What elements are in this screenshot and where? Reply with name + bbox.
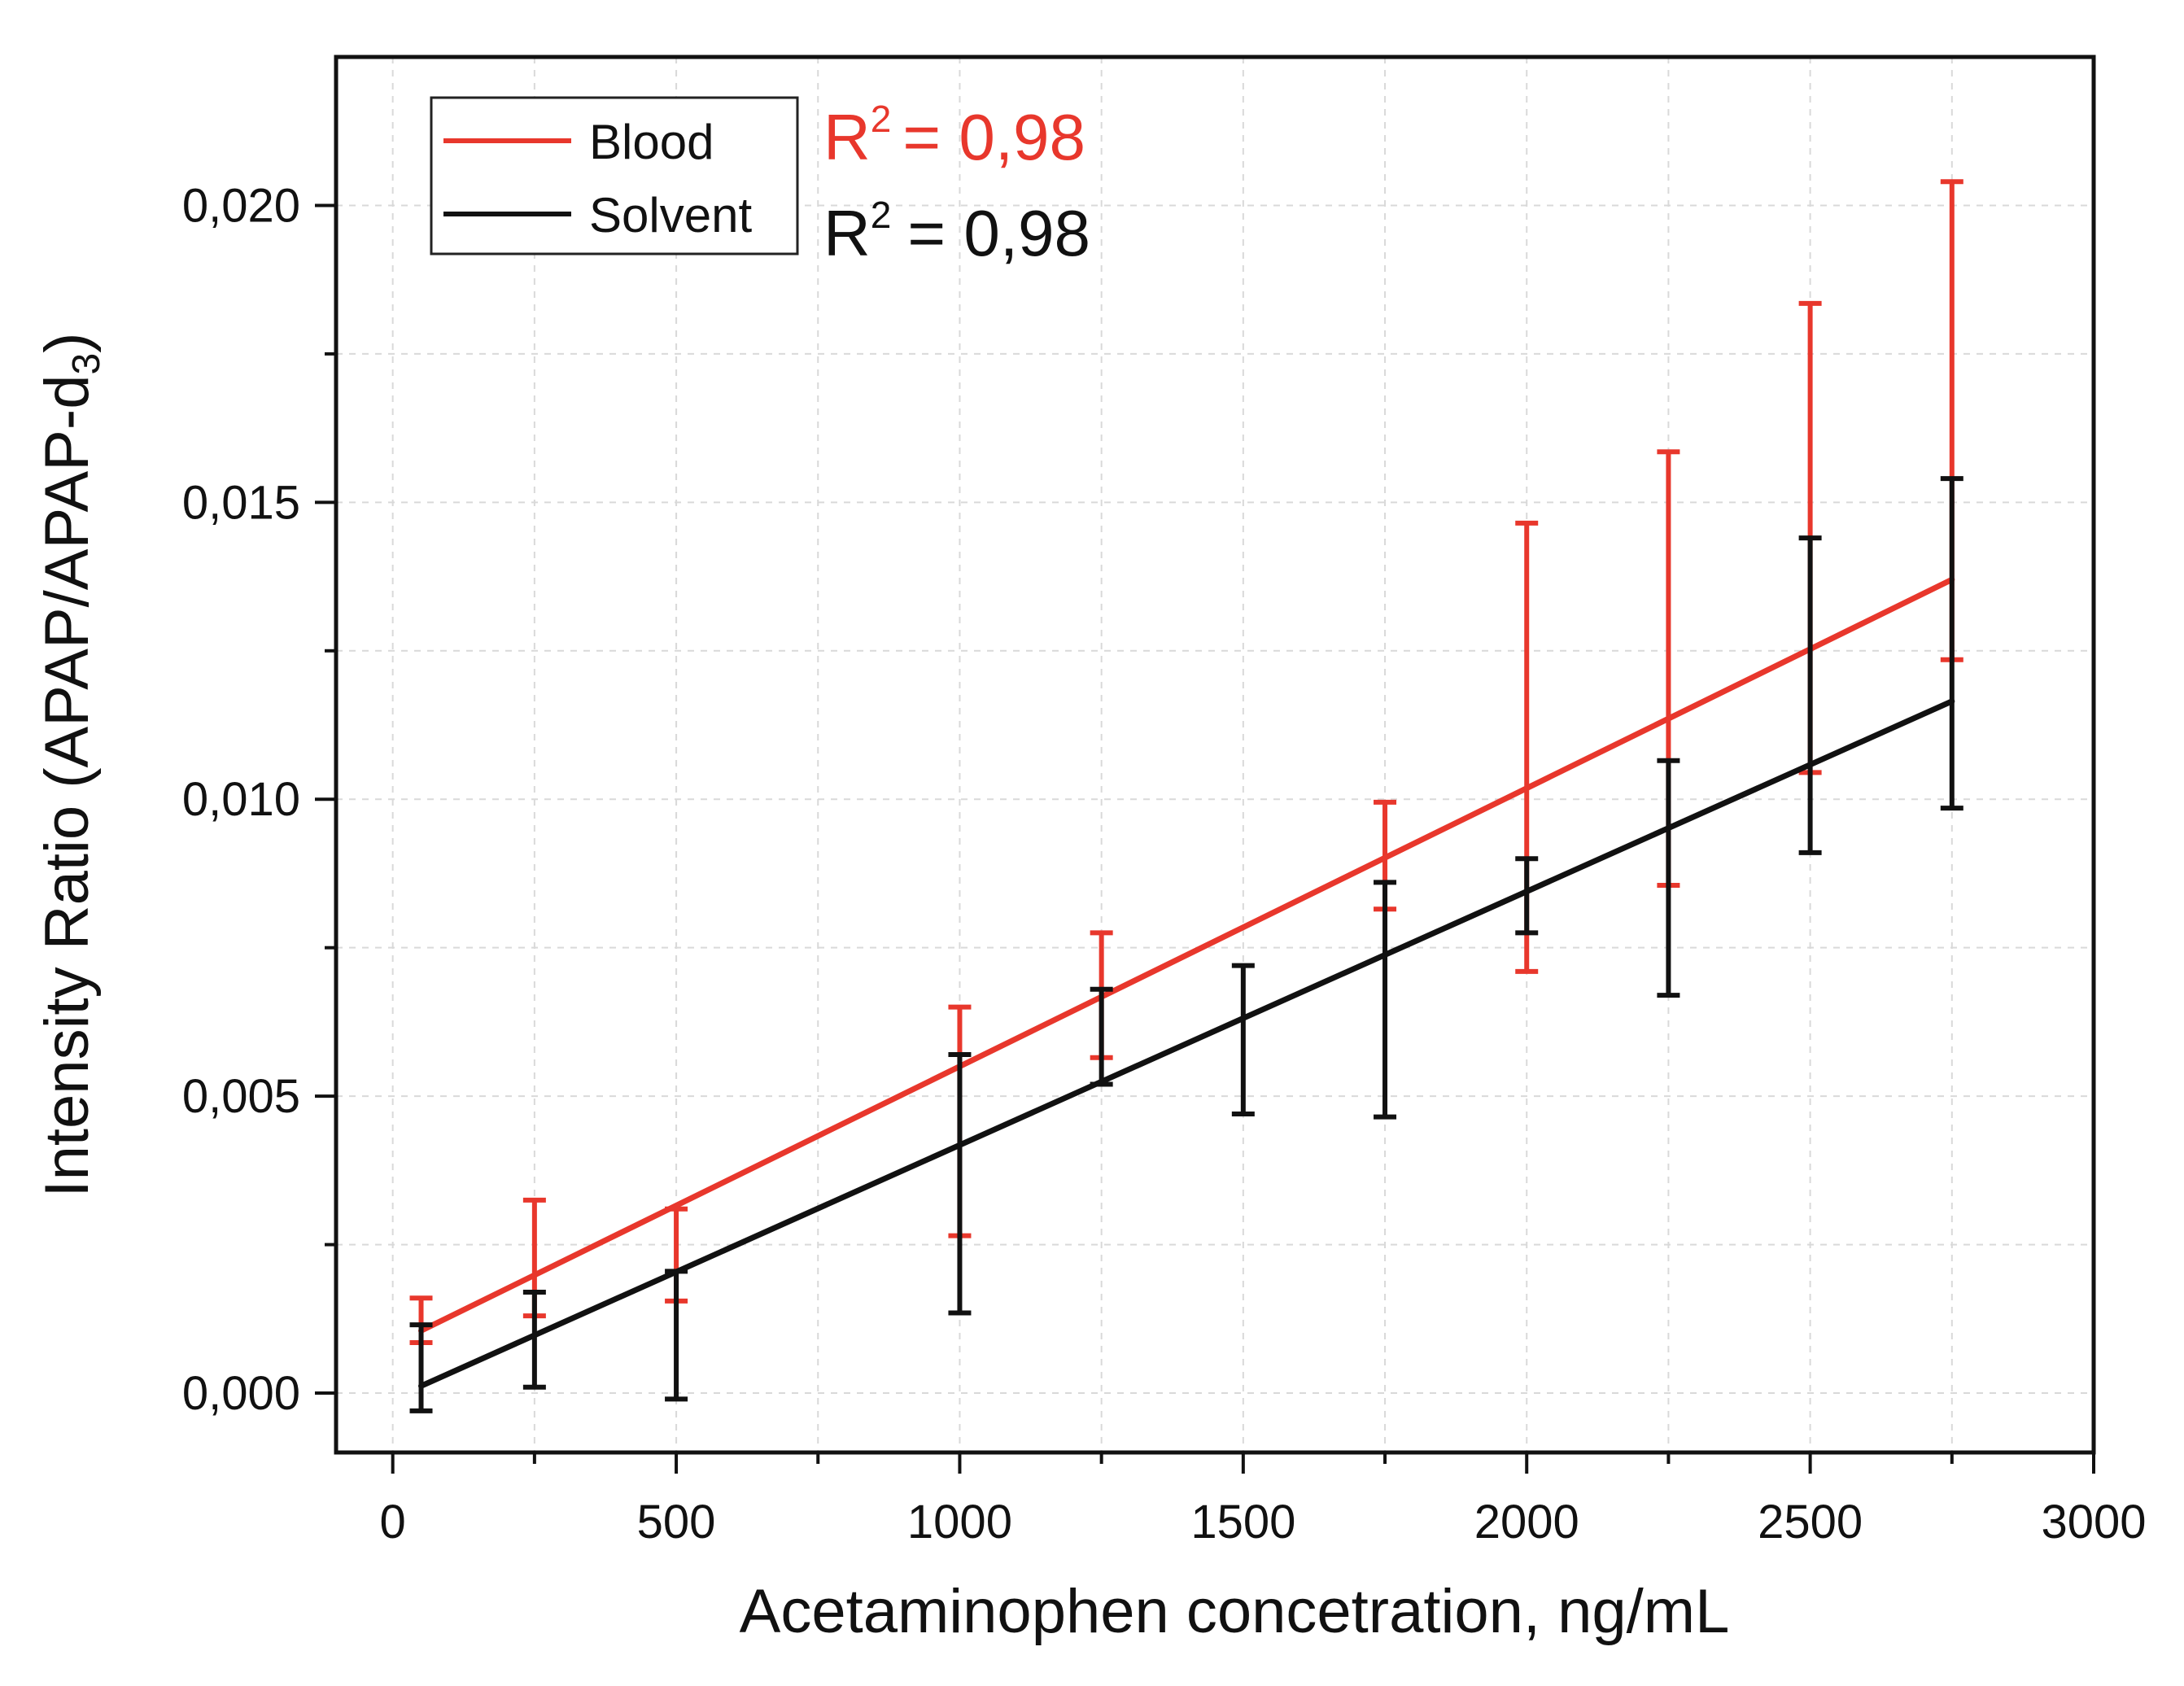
x-tick-label: 3000 bbox=[2041, 1496, 2146, 1548]
x-tick-label: 0 bbox=[380, 1496, 406, 1548]
legend: Blood Solvent bbox=[430, 96, 799, 256]
y-tick-label: 0,020 bbox=[182, 179, 300, 232]
r2-annotation-solvent: R2 = 0,98 bbox=[823, 194, 1090, 269]
series-layer bbox=[409, 179, 1963, 1413]
fit-line-blood bbox=[418, 576, 1955, 1334]
y-axis-title-subscript: 3 bbox=[65, 353, 108, 375]
axes: 0 500 1000 1500 2000 2500 3000 0,000 0,005 0,010 0… bbox=[182, 55, 2147, 1548]
r2-blood-r: R bbox=[823, 101, 871, 173]
r2-solvent-r: R bbox=[823, 197, 871, 269]
y-tick-label: 0,005 bbox=[182, 1070, 300, 1123]
y-axis-title: Intensity Ratio (APAP/APAP-d3) bbox=[33, 333, 108, 1198]
legend-box bbox=[430, 96, 799, 256]
y-tick-label: 0,000 bbox=[182, 1367, 300, 1420]
y-tick-label: 0,010 bbox=[182, 773, 300, 826]
r2-blood-sup: 2 bbox=[871, 98, 892, 140]
y-tick-label: 0,015 bbox=[182, 476, 300, 529]
x-axis-title: Acetaminophen concetration, ng/mL bbox=[740, 1577, 1730, 1646]
x-tick-label: 2000 bbox=[1474, 1496, 1579, 1548]
x-tick-label: 1000 bbox=[907, 1496, 1012, 1548]
r2-solvent-value: = 0,98 bbox=[907, 197, 1090, 269]
x-tick-label: 1500 bbox=[1190, 1496, 1295, 1548]
r2-blood-value: = 0,98 bbox=[902, 101, 1085, 173]
plot-frame bbox=[334, 55, 2096, 1455]
y-axis-title-close: ) bbox=[33, 333, 102, 353]
r2-annotation-blood: R2 = 0,98 bbox=[823, 98, 1085, 173]
legend-label-blood: Blood bbox=[589, 115, 714, 169]
legend-label-solvent: Solvent bbox=[589, 188, 752, 242]
x-tick-label: 2500 bbox=[1758, 1496, 1863, 1548]
y-axis-title-main: Intensity Ratio (APAP/APAP-d bbox=[33, 375, 102, 1198]
x-tick-label: 500 bbox=[637, 1496, 716, 1548]
r2-solvent-sup: 2 bbox=[871, 194, 892, 236]
